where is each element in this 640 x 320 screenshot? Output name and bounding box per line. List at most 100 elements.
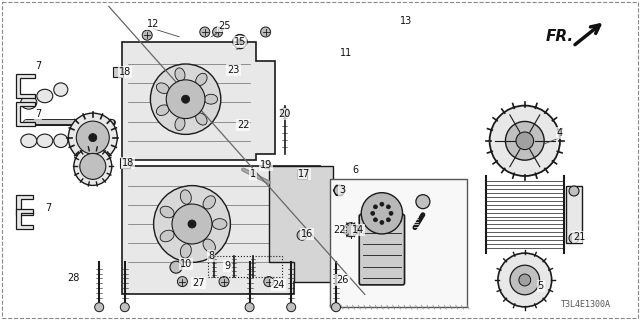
Text: 16: 16 [301, 228, 314, 239]
Circle shape [510, 265, 540, 295]
Bar [208, 256, 282, 277]
Circle shape [373, 205, 378, 209]
Ellipse shape [180, 244, 191, 258]
Text: T3L4E1300A: T3L4E1300A [561, 300, 611, 309]
Circle shape [95, 303, 104, 312]
Ellipse shape [175, 117, 185, 131]
Circle shape [490, 106, 560, 176]
Ellipse shape [156, 105, 169, 116]
Text: 8: 8 [208, 251, 214, 261]
Polygon shape [16, 209, 33, 229]
Circle shape [389, 211, 393, 215]
Circle shape [371, 211, 375, 215]
Ellipse shape [196, 73, 207, 85]
Circle shape [297, 230, 307, 240]
Circle shape [287, 303, 296, 312]
Circle shape [281, 108, 289, 116]
Text: 22: 22 [237, 120, 250, 130]
Ellipse shape [54, 83, 68, 96]
Text: 7: 7 [35, 60, 42, 71]
Circle shape [387, 218, 390, 222]
Polygon shape [16, 102, 35, 126]
Polygon shape [122, 166, 333, 294]
Circle shape [245, 303, 254, 312]
FancyBboxPatch shape [359, 214, 404, 285]
Text: 10: 10 [179, 259, 192, 269]
Text: 3: 3 [339, 185, 346, 196]
Circle shape [170, 261, 182, 273]
Circle shape [68, 113, 117, 162]
Ellipse shape [203, 196, 216, 209]
Ellipse shape [204, 94, 218, 104]
Text: 12: 12 [147, 19, 160, 29]
Circle shape [188, 220, 196, 228]
Text: 24: 24 [272, 280, 285, 290]
Circle shape [74, 148, 112, 185]
Text: 9: 9 [224, 260, 230, 271]
Polygon shape [16, 75, 35, 99]
Text: 7: 7 [45, 203, 51, 213]
Circle shape [263, 161, 271, 169]
Circle shape [182, 95, 189, 103]
Circle shape [332, 303, 340, 312]
Circle shape [260, 27, 271, 37]
Circle shape [387, 205, 390, 209]
Ellipse shape [37, 134, 53, 148]
Text: 13: 13 [400, 16, 413, 26]
Text: 14: 14 [352, 225, 365, 236]
Circle shape [380, 220, 384, 224]
Ellipse shape [175, 68, 185, 81]
Text: 18: 18 [122, 158, 134, 168]
Bar [113, 67, 124, 77]
Polygon shape [122, 42, 275, 160]
Circle shape [142, 30, 152, 40]
Polygon shape [269, 166, 333, 282]
Text: 28: 28 [67, 273, 80, 284]
Circle shape [212, 27, 223, 37]
Ellipse shape [212, 219, 227, 229]
Ellipse shape [203, 239, 216, 252]
Ellipse shape [160, 230, 174, 242]
Ellipse shape [21, 96, 37, 109]
Circle shape [150, 64, 221, 134]
Circle shape [177, 276, 188, 287]
Circle shape [154, 186, 230, 262]
Circle shape [237, 39, 243, 44]
Ellipse shape [37, 89, 53, 103]
Circle shape [219, 276, 229, 287]
Text: 4: 4 [557, 128, 563, 138]
Circle shape [120, 303, 129, 312]
Text: 21: 21 [573, 232, 586, 242]
Text: 15: 15 [234, 36, 246, 47]
Ellipse shape [54, 134, 68, 148]
Bar [297, 169, 307, 180]
Circle shape [569, 233, 579, 243]
Text: 20: 20 [278, 108, 291, 119]
Circle shape [166, 80, 205, 119]
Circle shape [200, 27, 210, 37]
Text: 1: 1 [250, 169, 256, 180]
Circle shape [172, 204, 212, 244]
Circle shape [516, 132, 534, 150]
Text: 5: 5 [538, 281, 544, 292]
Circle shape [506, 122, 544, 160]
Text: 6: 6 [352, 164, 358, 175]
Text: 11: 11 [339, 48, 352, 58]
Circle shape [569, 186, 579, 196]
Text: 22: 22 [333, 225, 346, 236]
Ellipse shape [160, 206, 174, 218]
Circle shape [76, 121, 109, 154]
Text: 23: 23 [227, 65, 240, 76]
Circle shape [334, 185, 344, 196]
Text: FR.: FR. [546, 29, 574, 44]
Ellipse shape [180, 190, 191, 204]
Text: 18: 18 [118, 67, 131, 77]
Circle shape [80, 153, 106, 180]
Text: 19: 19 [259, 160, 272, 170]
Ellipse shape [21, 134, 37, 148]
Circle shape [89, 134, 97, 141]
Text: 27: 27 [192, 278, 205, 288]
Text: 25: 25 [218, 20, 230, 31]
Ellipse shape [196, 113, 207, 125]
Circle shape [264, 276, 274, 287]
